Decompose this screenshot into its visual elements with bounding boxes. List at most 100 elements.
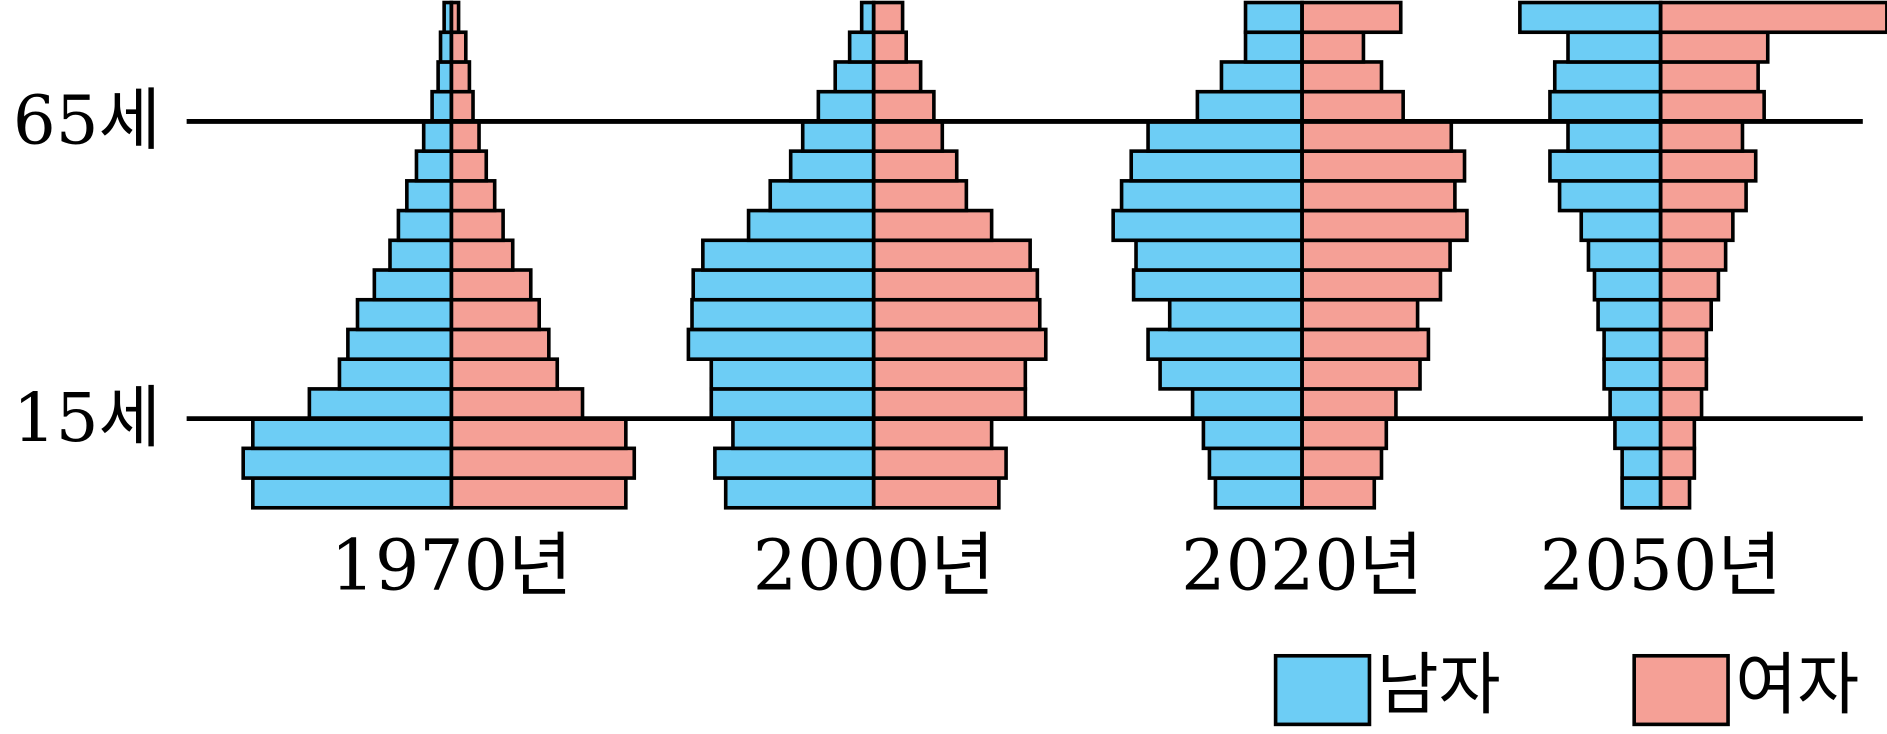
male-bar: [1608, 387, 1663, 421]
legend-label: 여자: [1735, 645, 1859, 724]
male-bar: [1134, 238, 1304, 272]
female-bar: [1300, 149, 1467, 183]
female-bar: [1300, 416, 1389, 451]
female-bar: [1658, 0, 1887, 35]
legend-swatch: [1273, 653, 1372, 727]
female-bar: [1658, 119, 1745, 153]
male-bar: [816, 89, 876, 124]
female-bar: [449, 476, 628, 510]
male-bar: [847, 30, 876, 64]
male-bar: [709, 357, 876, 391]
female-bar: [1300, 60, 1384, 94]
female-bar: [871, 268, 1040, 302]
female-bar: [1300, 208, 1469, 243]
female-bar: [449, 149, 489, 183]
male-bar: [307, 387, 454, 421]
male-bar: [1566, 119, 1663, 153]
female-bar: [449, 119, 481, 153]
male-bar: [1213, 476, 1304, 510]
male-bar: [713, 446, 876, 480]
female-bar: [871, 476, 1001, 510]
male-bar: [1613, 416, 1663, 451]
male-bar: [1579, 208, 1663, 243]
male-bar: [1602, 357, 1663, 391]
male-bar: [430, 89, 454, 124]
year-label: 2020년: [1181, 526, 1423, 607]
age-label: 65세: [13, 81, 161, 160]
male-bar: [1190, 387, 1304, 421]
male-bar: [1195, 89, 1304, 124]
female-bar: [871, 357, 1028, 391]
male-bar: [1592, 268, 1663, 302]
male-bar: [1518, 0, 1663, 35]
male-bar: [746, 208, 876, 243]
female-bar: [1658, 89, 1766, 124]
male-bar: [1596, 297, 1663, 332]
male-bar: [709, 387, 876, 421]
female-bar: [1658, 387, 1704, 421]
female-bar: [1300, 387, 1398, 421]
male-bar: [1158, 357, 1304, 391]
legend-label: 남자: [1377, 645, 1501, 724]
male-bar: [800, 119, 876, 153]
male-bar: [1119, 179, 1304, 213]
male-bar: [691, 268, 876, 302]
female-bar: [1658, 446, 1697, 480]
female-bar: [871, 208, 994, 243]
female-bar: [1658, 208, 1735, 243]
male-bar: [1129, 149, 1304, 183]
male-bar: [723, 476, 876, 510]
male-bar: [1111, 208, 1304, 243]
male-bar: [690, 297, 876, 332]
male-bar: [1243, 0, 1304, 35]
female-bar: [449, 238, 515, 272]
male-bar: [251, 416, 454, 451]
female-bar: [449, 387, 585, 421]
female-bar: [449, 416, 628, 451]
female-bar: [449, 327, 551, 361]
female-bar: [1300, 30, 1366, 64]
male-bar: [421, 119, 454, 153]
female-bar: [449, 179, 497, 213]
female-bar: [449, 446, 637, 480]
female-bar: [871, 446, 1008, 480]
male-bar: [355, 297, 454, 332]
female-bar: [871, 297, 1042, 332]
male-bar: [1146, 119, 1304, 153]
male-bar: [1557, 179, 1663, 213]
male-bar: [1566, 30, 1663, 64]
male-bar: [833, 60, 876, 94]
female-bar: [1300, 238, 1452, 272]
male-bar: [1207, 446, 1304, 480]
male-bar: [251, 476, 454, 510]
male-bar: [1552, 60, 1663, 94]
male-bar: [1146, 327, 1304, 361]
year-label: 1970년: [330, 526, 572, 607]
female-bar: [871, 179, 969, 213]
male-bar: [1219, 60, 1304, 94]
female-bar: [1658, 60, 1760, 94]
male-bar: [388, 238, 454, 272]
male-bar: [346, 327, 454, 361]
female-bar: [871, 416, 994, 451]
female-bar: [1300, 89, 1405, 124]
female-bar: [1300, 268, 1443, 302]
male-bar: [1131, 268, 1304, 302]
male-bar: [372, 268, 454, 302]
female-bar: [449, 89, 475, 124]
female-bar: [871, 30, 909, 64]
female-bar: [1300, 357, 1422, 391]
female-bar: [449, 357, 560, 391]
female-bar: [871, 327, 1048, 361]
female-bar: [449, 297, 542, 332]
male-bar: [731, 416, 876, 451]
male-bar: [1548, 149, 1663, 183]
female-bar: [1658, 297, 1713, 332]
female-bar: [871, 387, 1028, 421]
male-bar: [396, 208, 454, 243]
female-bar: [871, 89, 936, 124]
female-bar: [449, 30, 468, 64]
female-bar: [1658, 476, 1692, 510]
female-bar: [1658, 327, 1709, 361]
